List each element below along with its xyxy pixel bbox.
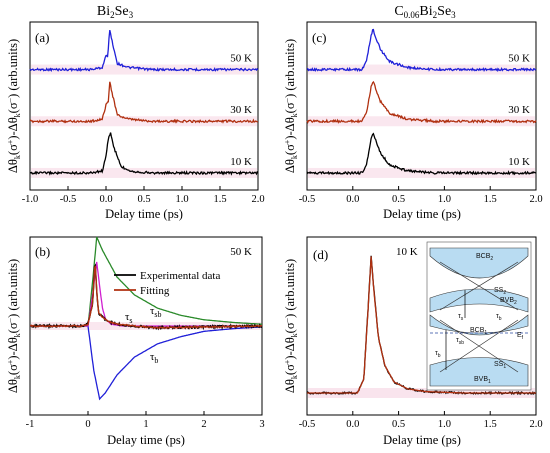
inset-label-ef: Ef bbox=[517, 332, 524, 341]
x-tick-label: 1.0 bbox=[438, 419, 451, 430]
x-tick-label: 1.0 bbox=[438, 194, 451, 205]
series-label: 10 K bbox=[508, 156, 530, 168]
series-line bbox=[30, 325, 262, 401]
x-tick-label: -1 bbox=[26, 419, 35, 430]
title-left: Bi2Se3 bbox=[97, 4, 134, 20]
panel-b-annotation: 50 K bbox=[230, 246, 252, 258]
noise-band bbox=[308, 388, 535, 398]
x-tick-label: -0.5 bbox=[299, 419, 316, 430]
inset-label-ss2: SS2 bbox=[494, 287, 506, 296]
panel-a-xticks: -1.0 -0.5 0.0 0.5 1.0 1.5 2.0 bbox=[22, 186, 265, 205]
inset-label-bvb1: BVB1 bbox=[474, 376, 491, 385]
panel-c: (c) 50 K 30 K 10 K -0.5 0.0 0.5 1.0 1.5 2.0 Del… bbox=[283, 21, 543, 221]
panel-a-ylabel: Δθk(σ+)-Δθk(σ−) (arb.units) bbox=[6, 39, 22, 173]
panel-d-annotation: 10 K bbox=[396, 246, 418, 258]
series-label: 50 K bbox=[508, 53, 530, 65]
inset-bvb2 bbox=[429, 288, 529, 313]
panel-a-plot: 50 K 30 K 10 K bbox=[29, 29, 259, 178]
inset-label-bcb2: BCB2 bbox=[476, 253, 493, 262]
x-tick-label: 0.0 bbox=[99, 194, 112, 205]
panel-a-xlabel: Delay time (ps) bbox=[105, 207, 183, 221]
series-label: 50 K bbox=[230, 53, 252, 65]
panel-c-frame bbox=[306, 21, 537, 191]
inset-label-tau-b: τb bbox=[435, 350, 441, 359]
series-label: 30 K bbox=[508, 104, 530, 116]
legend-label-fitting: Fitting bbox=[140, 285, 170, 297]
inset-label-tau-s: τs bbox=[458, 313, 464, 322]
panel-a-label: (a) bbox=[35, 30, 49, 45]
x-tick-label: 3 bbox=[259, 419, 264, 430]
panel-d-ylabel: Δθk(σ+)-Δθk(σ−) (arb.units) bbox=[283, 259, 299, 393]
series-line bbox=[29, 132, 259, 176]
x-tick-label: -0.5 bbox=[299, 194, 316, 205]
panel-b-xticks: -1 0 1 2 3 bbox=[26, 411, 265, 430]
panel-d-xticks: -0.5 0.0 0.5 1.0 1.5 2.0 bbox=[299, 411, 543, 430]
label-tau-b: τb bbox=[150, 351, 158, 365]
panel-b-ylabel: Δθk(σ+)-Δθk(σ−) (arb.units) bbox=[6, 259, 22, 393]
series-line bbox=[306, 80, 537, 124]
x-tick-label: -1.0 bbox=[22, 194, 39, 205]
series-line bbox=[29, 265, 263, 329]
panel-a-frame bbox=[29, 21, 259, 191]
inset-label-ss1: SS1 bbox=[494, 361, 506, 370]
series-line bbox=[307, 256, 536, 394]
series-line bbox=[29, 81, 258, 124]
panel-b-plot bbox=[29, 236, 263, 401]
series-label: 30 K bbox=[230, 104, 252, 116]
legend-label-experimental: Experimental data bbox=[140, 270, 220, 282]
panel-d-plot bbox=[306, 255, 537, 398]
panel-c-label: (c) bbox=[312, 30, 326, 45]
inset-bvb1 bbox=[429, 357, 529, 387]
panel-c-plot: 50 K 30 K 10 K bbox=[306, 28, 537, 178]
label-tau-s: τs bbox=[125, 311, 133, 325]
inset-bcb2 bbox=[429, 247, 529, 279]
x-tick-label: 0 bbox=[85, 419, 90, 430]
x-tick-label: 0.5 bbox=[392, 419, 405, 430]
x-tick-label: 1.5 bbox=[484, 194, 497, 205]
panel-d-xlabel: Delay time (ps) bbox=[383, 433, 461, 447]
x-tick-label: 0.0 bbox=[346, 194, 359, 205]
panel-d-frame bbox=[306, 236, 537, 416]
x-tick-label: 1.0 bbox=[175, 194, 188, 205]
band-diagram-inset: BCB2 SS2 BVB2 τs τb SS1 BCB1 Ef τb BVB1 … bbox=[426, 241, 532, 391]
series-line bbox=[307, 28, 537, 73]
panel-c-ylabel: Δθk(σ+)-Δθk(σ−) (arb.units) bbox=[283, 39, 299, 173]
panel-c-xlabel: Delay time (ps) bbox=[383, 207, 461, 221]
series-line bbox=[29, 29, 259, 73]
x-tick-label: 1.5 bbox=[484, 419, 497, 430]
panel-d: (d) 10 K -0.5 0.0 0.5 1.0 1.5 2.0 BCB2 SS2 BV… bbox=[283, 236, 543, 447]
inset-label-bcb1: BCB1 bbox=[470, 327, 487, 336]
x-tick-label: 1.5 bbox=[213, 194, 226, 205]
panel-c-xticks: -0.5 0.0 0.5 1.0 1.5 2.0 bbox=[299, 186, 543, 205]
x-tick-label: 2 bbox=[201, 419, 206, 430]
x-tick-label: 0.0 bbox=[346, 419, 359, 430]
title-right: C0.06Bi2Se3 bbox=[394, 4, 456, 20]
panel-b-label: (b) bbox=[35, 244, 50, 259]
panel-d-label: (d) bbox=[313, 247, 328, 262]
x-tick-label: 2.0 bbox=[251, 194, 264, 205]
series-line bbox=[306, 132, 537, 176]
inset-label-tau-b-top: τb bbox=[496, 313, 502, 322]
panel-b: (b) 50 K -1 0 1 2 3 Experimental data Fittin… bbox=[6, 236, 265, 447]
x-tick-label: -0.5 bbox=[60, 194, 77, 205]
panel-a: (a) 50 K 30 K 10 K -1.0 -0.5 0.0 0.5 1.0 1.5 2.0… bbox=[6, 21, 265, 221]
x-tick-label: 0.5 bbox=[392, 194, 405, 205]
x-tick-label: 0.5 bbox=[137, 194, 150, 205]
panel-b-legend: Experimental data Fitting bbox=[114, 270, 220, 297]
inset-ss1-b bbox=[439, 319, 519, 373]
inset-label-tau-sb: τsb bbox=[456, 337, 464, 346]
inset-label-bvb2: BVB2 bbox=[500, 297, 517, 306]
series-label: 10 K bbox=[230, 156, 252, 168]
inset-ss2-b bbox=[439, 261, 519, 311]
x-tick-label: 2.0 bbox=[529, 419, 542, 430]
x-tick-label: 1 bbox=[143, 419, 148, 430]
x-tick-label: 2.0 bbox=[529, 194, 542, 205]
panel-b-xlabel: Delay time (ps) bbox=[107, 433, 185, 447]
label-tau-sb: τsb bbox=[150, 305, 162, 319]
